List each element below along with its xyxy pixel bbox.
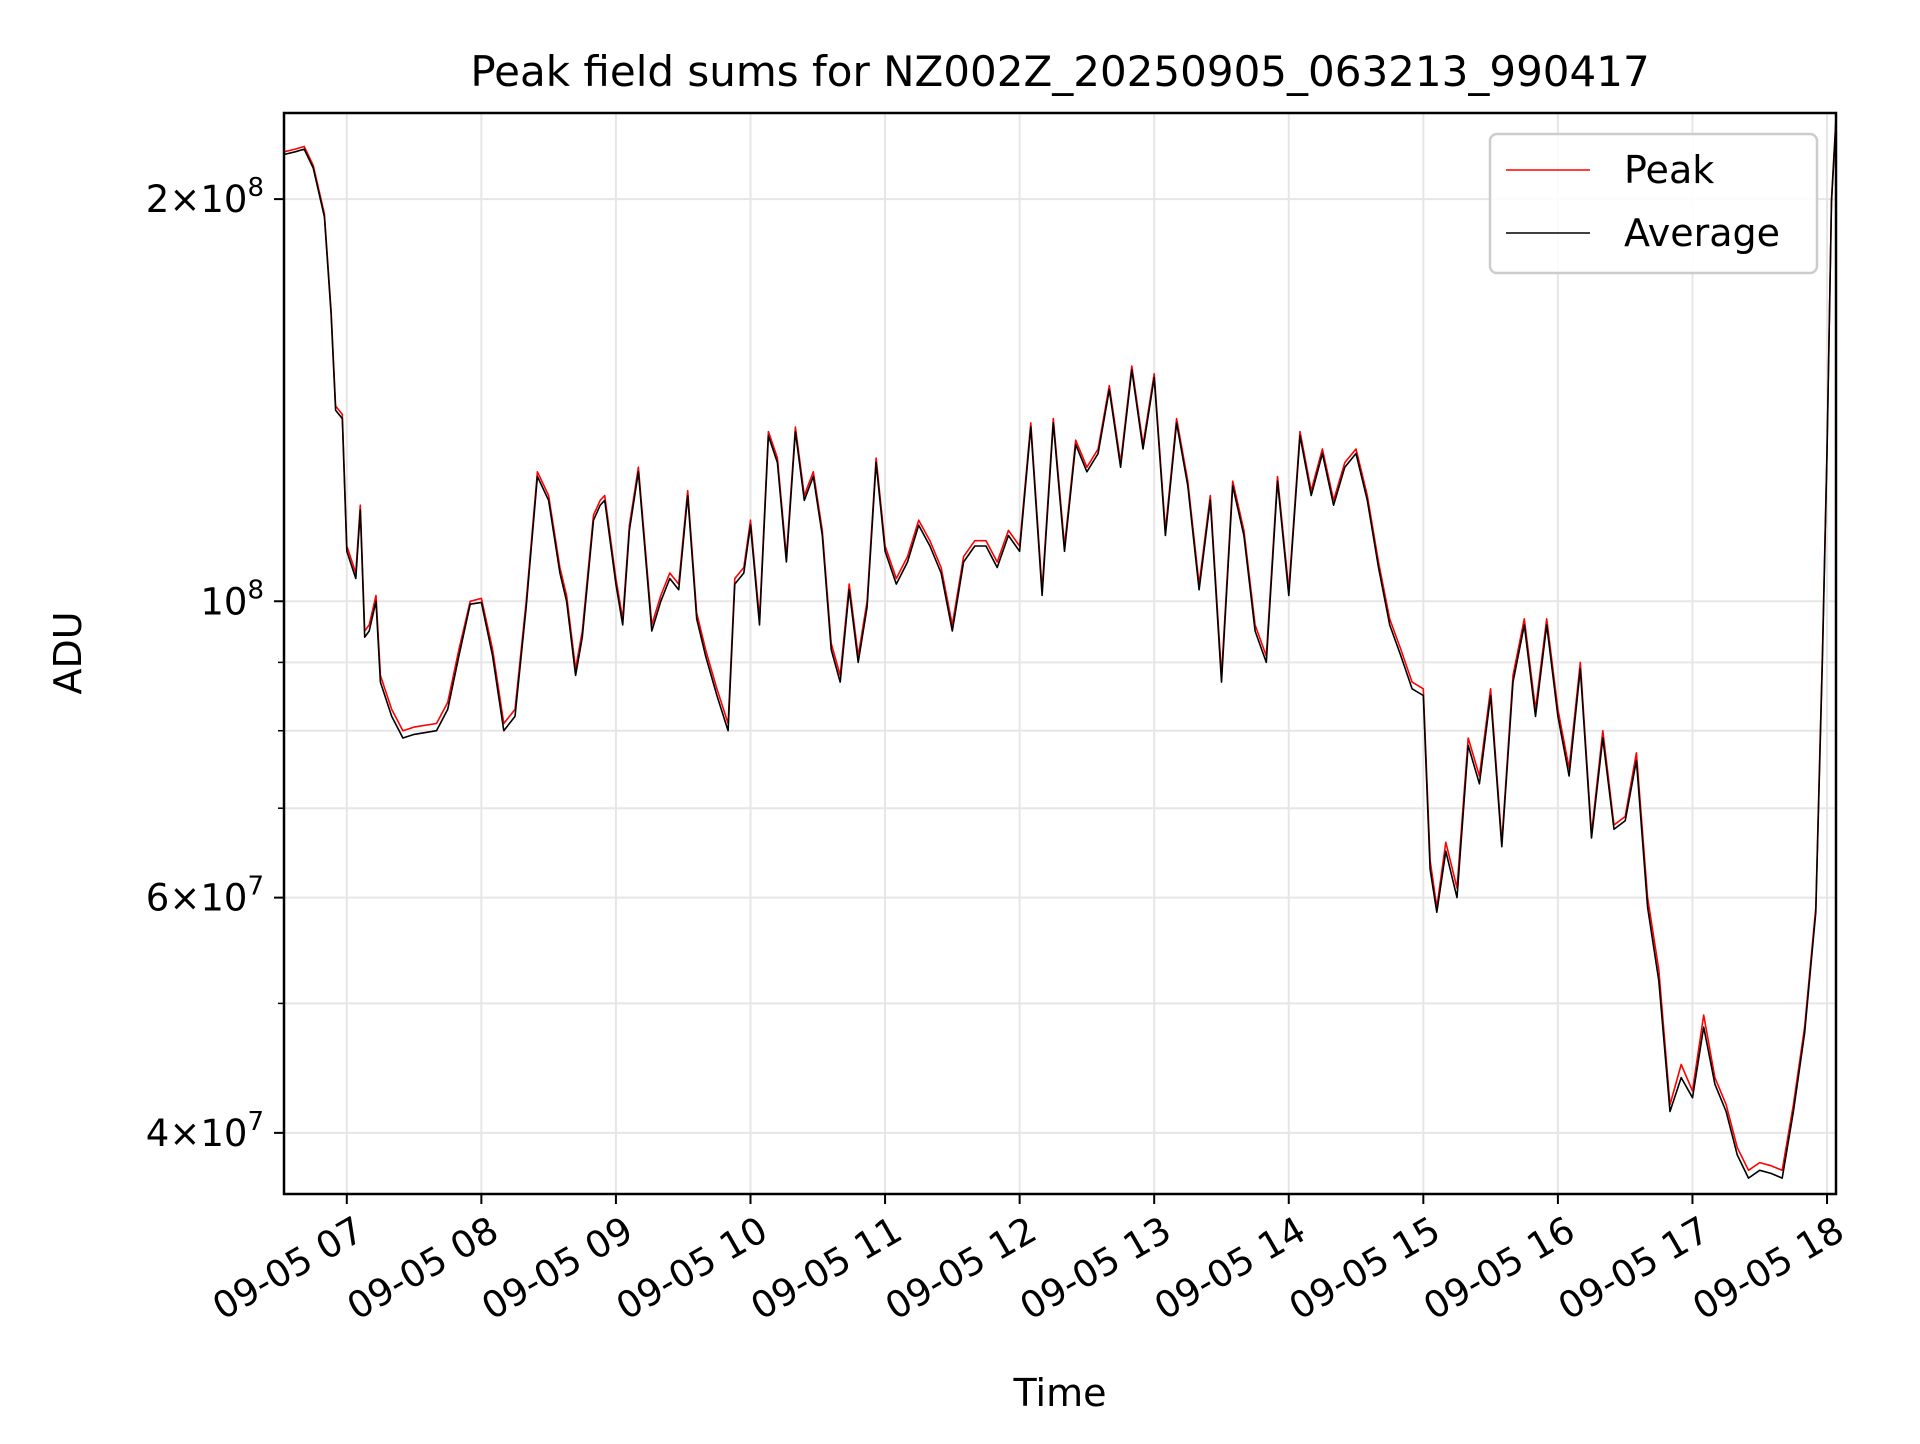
y-tick-times-sign: × [169,1112,200,1155]
legend: Peak Average [1488,132,1819,275]
y-tick-exponent: 7 [247,872,264,902]
plot-frame [282,111,1838,1196]
y-tick-base: 10 [200,877,247,920]
y-tick-mantissa: 2 [146,178,170,221]
y-tick-base: 10 [200,1112,247,1155]
grid-lines [284,113,1836,1194]
y-tick-base: 10 [200,580,247,623]
legend-average-label: Average [1624,211,1780,255]
y-tick-base: 10 [200,178,247,221]
y-tick-mantissa: 6 [146,877,170,920]
legend-box [1488,132,1819,275]
y-tick-times-sign: × [169,178,200,221]
y-tick-mantissa: 4 [146,1112,170,1155]
x-axis-label: Time [1013,1371,1107,1415]
y-tick-times-sign: × [169,877,200,920]
y-tick-label: 6×107 [146,872,264,920]
y-axis-label: ADU [46,611,90,694]
chart-title: Peak field sums for NZ002Z_20250905_0632… [470,47,1649,96]
y-tick-label: 108 [200,575,264,623]
y-tick-label: 2×108 [146,173,264,221]
y-tick-label: 4×107 [146,1107,264,1155]
legend-peak-label: Peak [1624,148,1714,192]
y-tick-exponent: 8 [247,173,264,203]
y-tick-exponent: 8 [247,575,264,605]
series-average-line [283,120,1837,1179]
series-lines [283,117,1837,1179]
y-tick-exponent: 7 [247,1107,264,1137]
